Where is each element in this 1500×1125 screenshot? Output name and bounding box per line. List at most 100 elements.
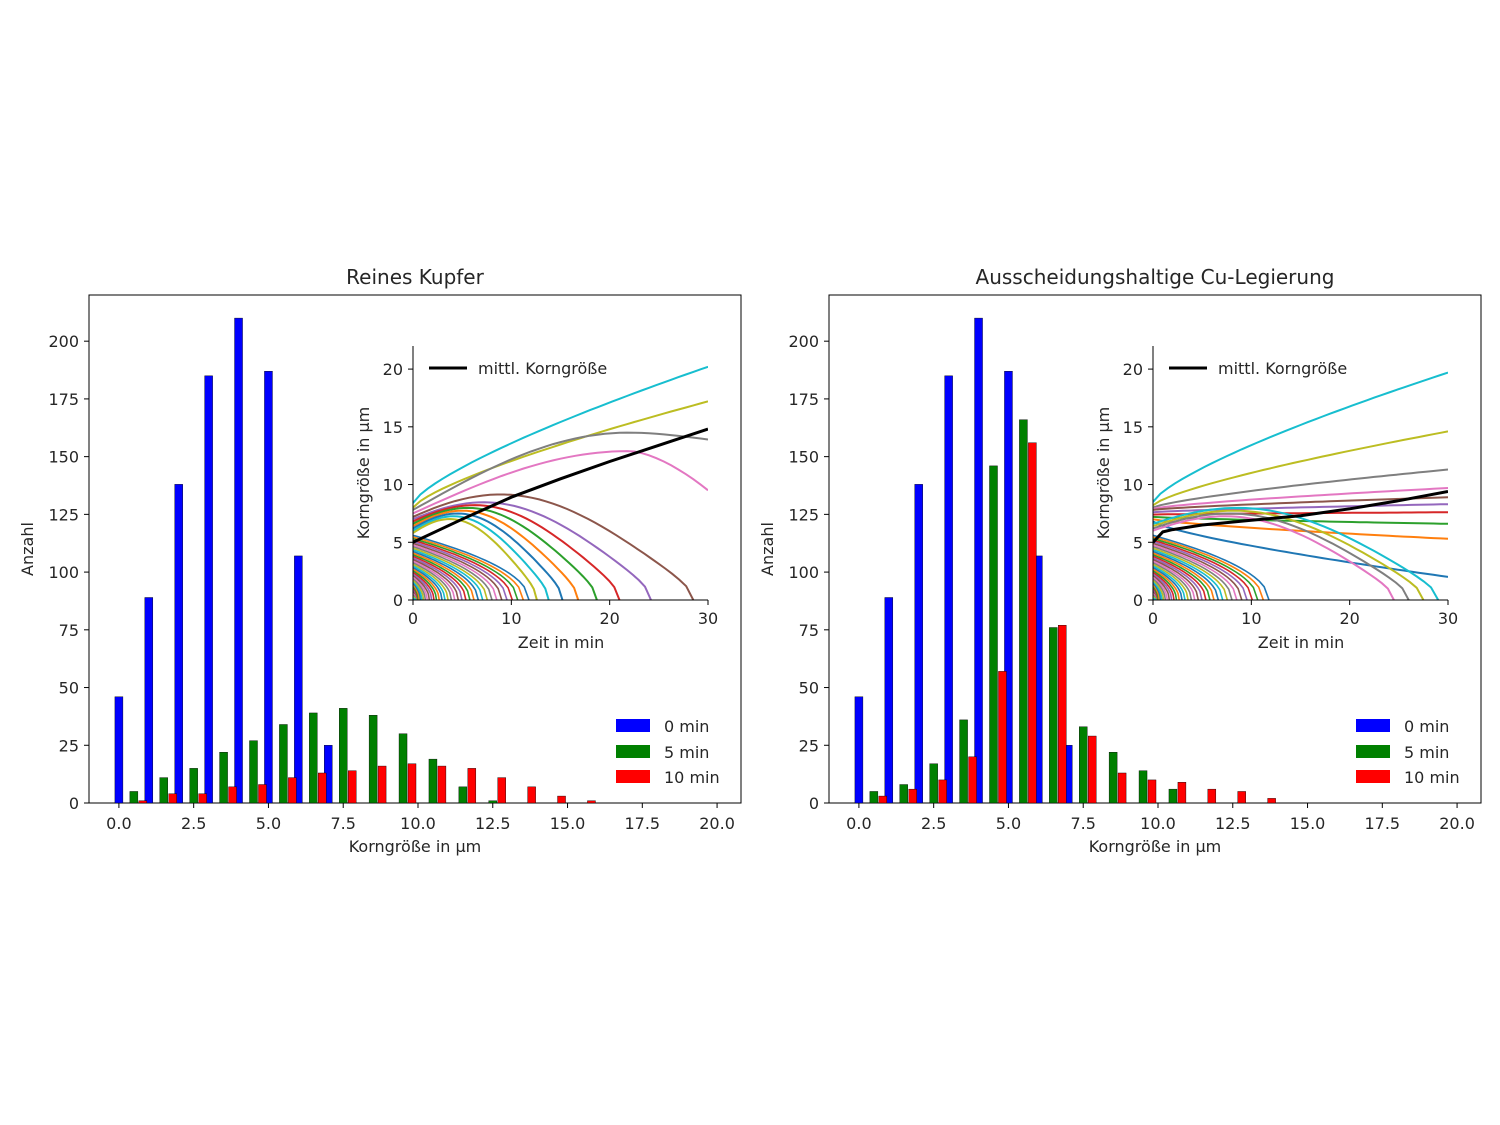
inset-y-tick-label: 0 xyxy=(1133,591,1143,610)
bar-10-min-10 xyxy=(437,765,447,804)
x-tick-label: 10.0 xyxy=(1140,814,1176,833)
small-grain-curve-3 xyxy=(1153,539,1254,600)
y-tick-label: 0 xyxy=(69,794,79,813)
small-grain-curve-1 xyxy=(413,536,525,600)
inset-y-tick-label: 20 xyxy=(1123,360,1143,379)
small-grain-curve-7 xyxy=(1153,545,1233,600)
mean-grain-size-line xyxy=(1153,490,1448,544)
bar-5-min-6 xyxy=(1049,627,1058,804)
bar-10-min-12 xyxy=(497,777,506,804)
small-grain-curve-0 xyxy=(413,534,530,600)
bar-10-min-9 xyxy=(1147,779,1157,804)
bar-5-min-1 xyxy=(899,784,908,804)
chart-title: Ausscheidungshaltige Cu-Legierung xyxy=(976,265,1335,289)
bar-10-min-8 xyxy=(1117,772,1127,804)
bar-5-min-5 xyxy=(279,724,288,804)
x-tick-label: 20.0 xyxy=(1439,814,1475,833)
grain-curve-11 xyxy=(1153,509,1425,600)
small-grain-curve-12 xyxy=(413,553,471,600)
small-grain-curve-4 xyxy=(413,541,508,600)
bar-5-min-7 xyxy=(1079,726,1088,804)
grain-curve-4 xyxy=(1153,496,1448,511)
bar-10-min-11 xyxy=(1207,788,1217,804)
bar-5-min-2 xyxy=(929,763,938,804)
legend-label-10min: 10 min xyxy=(664,768,720,787)
bar-10-min-6 xyxy=(318,772,327,804)
small-grain-curve-19 xyxy=(1153,565,1186,600)
y-tick-label: 150 xyxy=(48,448,79,467)
bar-5-min-10 xyxy=(1168,788,1178,804)
y-tick-label: 75 xyxy=(59,621,79,640)
inset-y-tick-label: 15 xyxy=(383,418,403,437)
small-grain-curve-19 xyxy=(413,565,446,600)
bar-10-min-4 xyxy=(258,784,267,804)
bars-layer xyxy=(854,317,1276,804)
legend-label-0min: 0 min xyxy=(664,717,709,736)
bar-0-min-3 xyxy=(204,375,213,804)
legend-swatch-0min xyxy=(1356,719,1390,732)
grain-curve-11 xyxy=(413,517,538,600)
small-grain-curve-10 xyxy=(413,550,480,600)
inset-x-label: Zeit in min xyxy=(518,633,604,652)
bar-10-min-1 xyxy=(168,793,177,804)
small-grain-curve-17 xyxy=(413,562,453,600)
bar-10-min-10 xyxy=(1177,782,1187,804)
small-grain-curve-26 xyxy=(1153,576,1168,600)
x-tick-label: 15.0 xyxy=(550,814,586,833)
x-tick-label: 7.5 xyxy=(1070,814,1095,833)
small-grain-curve-25 xyxy=(1153,575,1171,600)
small-grain-curve-7 xyxy=(413,545,493,600)
grain-curve-8 xyxy=(413,509,580,600)
bar-10-min-3 xyxy=(968,756,977,804)
grain-curve-9 xyxy=(1153,520,1448,578)
x-tick-label: 5.0 xyxy=(256,814,281,833)
small-grain-curve-24 xyxy=(413,573,433,600)
y-ticks: 0 25 50 75 100 125 150 175 200 xyxy=(788,332,829,813)
small-grain-curve-12 xyxy=(1153,553,1211,600)
inset-axes: 0 10 20 30 0 5 10 15 20 xyxy=(383,346,718,628)
x-tick-label: 20.0 xyxy=(699,814,735,833)
grain-curve-3 xyxy=(413,450,708,515)
x-ticks: 0.0 2.5 5.0 7.5 10.0 12.5 15.0 17.5 20.0 xyxy=(846,803,1475,833)
x-tick-label: 12.5 xyxy=(1215,814,1251,833)
y-ticks: 0 25 50 75 100 125 150 175 200 xyxy=(48,332,89,813)
inset-y-tick-label: 15 xyxy=(1123,418,1143,437)
bar-5-min-8 xyxy=(368,715,378,804)
bar-10-min-15 xyxy=(587,800,596,804)
y-tick-label: 200 xyxy=(48,332,79,351)
small-grain-curve-30 xyxy=(413,583,422,600)
small-grain-curve-15 xyxy=(413,558,460,600)
bar-5-min-0 xyxy=(129,791,139,804)
y-axis-label: Anzahl xyxy=(18,522,37,576)
x-tick-label: 17.5 xyxy=(1364,814,1400,833)
small-grain-curve-30 xyxy=(1153,583,1162,600)
small-grain-curve-6 xyxy=(1153,544,1238,600)
bar-5-min-2 xyxy=(189,768,198,804)
bar-0-min-2 xyxy=(914,484,923,804)
bar-0-min-0 xyxy=(854,696,864,804)
bar-10-min-2 xyxy=(198,793,207,804)
bar-5-min-5 xyxy=(1019,419,1028,804)
grain-curve-10 xyxy=(413,515,550,600)
small-grain-curve-8 xyxy=(413,547,489,600)
y-tick-label: 75 xyxy=(799,621,819,640)
small-grain-curve-15 xyxy=(1153,558,1200,600)
small-grain-curve-5 xyxy=(413,542,503,600)
bar-0-min-6 xyxy=(294,555,303,804)
bar-10-min-13 xyxy=(1267,798,1276,804)
grain-curve-9 xyxy=(413,512,564,600)
small-grain-curve-25 xyxy=(413,575,431,600)
x-tick-label: 5.0 xyxy=(996,814,1021,833)
grain-curve-2 xyxy=(413,431,708,511)
legend-label-5min: 5 min xyxy=(1404,743,1449,762)
legend-label-10min: 10 min xyxy=(1404,768,1460,787)
legend-swatch-5min xyxy=(1356,745,1390,758)
inset-y-tick-label: 20 xyxy=(383,360,403,379)
bar-5-min-7 xyxy=(339,708,348,804)
small-grain-curve-11 xyxy=(1153,552,1215,600)
bar-5-min-4 xyxy=(989,465,998,804)
inset-y-tick-label: 10 xyxy=(383,476,403,495)
legend-label-5min: 5 min xyxy=(664,743,709,762)
bar-0-min-5 xyxy=(264,371,273,804)
inset-x-tick-label: 0 xyxy=(408,609,418,628)
